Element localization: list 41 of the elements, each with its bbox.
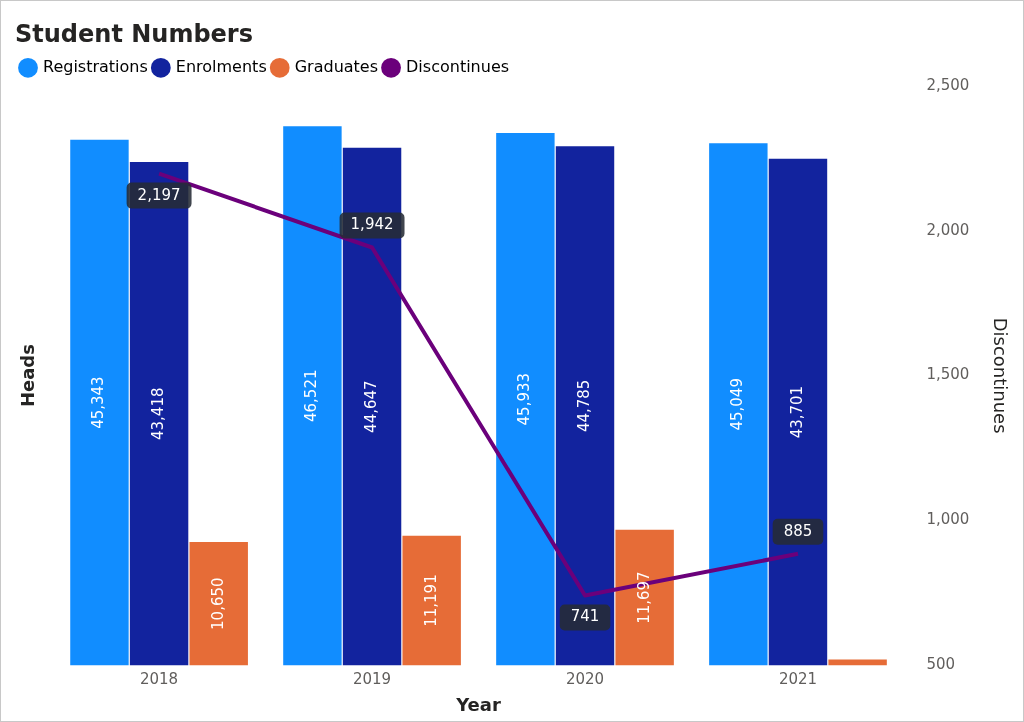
x-tick-label: 2020 [565, 670, 605, 689]
chart-title: Student Numbers [15, 19, 253, 48]
bar [768, 158, 828, 666]
bar [70, 139, 129, 666]
data-label: 46,521 [302, 369, 321, 423]
data-label: 1,942 [350, 215, 394, 234]
legend-label: Discontinues [406, 56, 510, 76]
data-label: 45,343 [89, 376, 108, 429]
data-label: 45,933 [515, 372, 534, 426]
y2-tick-label: 1,000 [926, 510, 970, 529]
legend-label: Enrolments [175, 56, 267, 76]
data-label: 43,701 [787, 385, 806, 439]
data-label: 11,191 [421, 574, 440, 627]
y-axis-title: Heads [17, 344, 39, 408]
data-label: 11,697 [634, 571, 653, 624]
bar [402, 535, 461, 666]
data-label: 10,650 [208, 577, 227, 630]
bar [283, 126, 342, 666]
data-label: 43,418 [148, 387, 167, 440]
y2-axis-title: Discontinues [989, 317, 1011, 434]
x-tick-label: 2018 [139, 670, 179, 689]
x-tick-label: 2021 [778, 670, 818, 689]
bar [189, 541, 248, 666]
bar [555, 146, 615, 666]
data-label: 45,049 [728, 378, 747, 431]
x-tick-label: 2019 [352, 670, 392, 689]
data-label: 2,197 [137, 185, 181, 204]
x-axis-title: Year [455, 693, 501, 715]
bar [496, 132, 555, 666]
y2-tick-label: 500 [926, 655, 956, 674]
y2-tick-label: 1,500 [926, 365, 970, 384]
bar [615, 529, 674, 666]
data-label: 741 [570, 607, 600, 626]
y2-tick-label: 2,000 [926, 220, 970, 239]
data-label: 44,785 [574, 379, 593, 433]
data-label: 44,647 [361, 380, 380, 433]
data-label: 885 [783, 521, 813, 540]
bar [709, 143, 768, 666]
y2-tick-label: 2,500 [926, 75, 970, 94]
legend-label: Graduates [294, 56, 379, 76]
legend-label: Registrations [43, 56, 148, 76]
